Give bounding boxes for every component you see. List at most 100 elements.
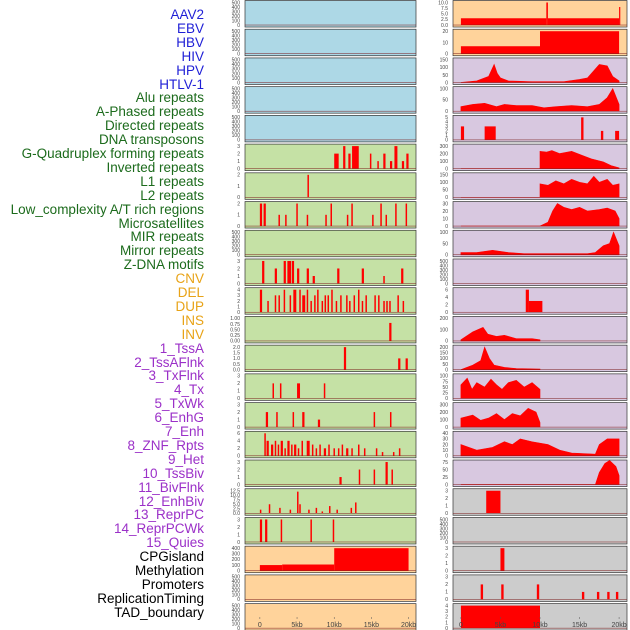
y-tick-label: 2 <box>445 129 448 135</box>
y-tick-label: 1 <box>237 389 240 395</box>
track-panel: 0.02.55.07.510.012.5 <box>230 488 417 517</box>
signal-bar <box>460 46 540 54</box>
signal-bar <box>389 412 392 428</box>
signal-bar <box>343 146 346 169</box>
y-tick-label: 50 <box>442 188 448 194</box>
y-tick-label: 100 <box>232 248 241 254</box>
y-tick-label: 1 <box>237 417 240 423</box>
y-tick-label: 1 <box>237 213 240 219</box>
y-tick-label: 1.5 <box>233 351 240 357</box>
signal-bar <box>267 300 269 313</box>
y-tick-label: 25 <box>442 475 448 481</box>
y-tick-label: 2 <box>237 201 240 207</box>
row-label: 8_ZNF_Rpts <box>127 437 204 453</box>
signal-bar <box>268 504 271 514</box>
y-tick-label: 0 <box>445 109 448 115</box>
y-tick-label: 100 <box>440 374 449 380</box>
y-tick-label: 200 <box>232 588 241 594</box>
y-tick-label: 0 <box>445 138 448 144</box>
signal-bar <box>389 322 392 341</box>
y-tick-label: 0 <box>445 511 448 517</box>
signal-bar <box>460 605 540 629</box>
signal-bar <box>386 300 388 313</box>
y-tick-label: 50 <box>442 98 448 104</box>
signal-bar <box>265 412 269 428</box>
signal-bar <box>346 295 348 313</box>
signal-bar <box>319 444 321 456</box>
y-tick-label: 200 <box>232 100 241 106</box>
signal-bar <box>282 564 335 571</box>
signal-bar <box>341 444 344 456</box>
signal-bar <box>484 126 496 140</box>
y-tick-label: 300 <box>232 239 241 245</box>
signal-bar <box>297 448 300 456</box>
track-panel: 01 23 <box>445 488 628 517</box>
y-tick-label: 100 <box>440 277 449 283</box>
signal-bar <box>278 295 280 313</box>
signal-bar <box>600 130 604 140</box>
signal-bar <box>296 203 298 227</box>
signal-bar <box>389 300 391 313</box>
y-tick-label: 100 <box>232 47 241 53</box>
track-panel: 0 100 200 <box>440 316 628 345</box>
y-tick-label: 10.0 <box>438 0 448 6</box>
signal-bar <box>317 289 319 313</box>
y-tick-label: 3 <box>445 609 448 615</box>
y-tick-label: 4 <box>237 288 240 294</box>
y-tick-label: 200 <box>232 14 241 20</box>
row-label: CPGisland <box>139 549 204 565</box>
signal-bar <box>397 295 399 313</box>
signal-area <box>460 377 541 399</box>
signal-bar <box>332 519 335 542</box>
y-tick-label: 1.0 <box>233 356 240 362</box>
signal-bar <box>375 448 378 456</box>
y-tick-label: 500 <box>232 230 241 236</box>
y-tick-label: 0 <box>237 569 240 575</box>
track-panel: 0 10 20 <box>442 28 628 58</box>
y-tick-label: 1 <box>237 532 240 538</box>
row-label: 10_TssBiv <box>142 465 204 481</box>
signal-bar <box>274 268 277 284</box>
signal-bar <box>259 289 263 313</box>
signal-bar <box>385 462 388 485</box>
signal-bar <box>358 289 360 313</box>
row-label: Methylation <box>134 563 204 578</box>
y-tick-label: 5 <box>445 115 448 121</box>
signal-bar <box>265 519 268 542</box>
signal-bar <box>392 452 395 456</box>
signal-bar <box>349 300 351 313</box>
y-tick-label: 30 <box>442 437 448 443</box>
signal-bar <box>291 444 293 456</box>
row-label: Alu repeats <box>135 90 204 106</box>
row-label: Z-DNA motifs <box>123 257 204 273</box>
y-tick-label: 0 <box>445 367 448 373</box>
signal-bar <box>346 448 349 456</box>
signal-area <box>460 203 620 227</box>
signal-area <box>460 438 620 457</box>
y-tick-label: 500 <box>440 517 449 523</box>
row-label: HPV <box>176 62 204 78</box>
y-tick-label: 3 <box>445 546 448 552</box>
signal-area <box>460 346 541 370</box>
signal-bar <box>280 440 283 456</box>
signal-bar <box>607 591 610 600</box>
y-tick-label: 50 <box>442 467 448 473</box>
y-tick-label: 0 <box>237 166 240 172</box>
signal-bar <box>274 440 277 456</box>
track-panel: 0 24 6 <box>237 430 417 460</box>
track-panel: 01 23 <box>237 258 417 287</box>
y-tick-label: 0.0 <box>233 511 240 517</box>
signal-bar <box>337 448 340 456</box>
signal-bar <box>324 295 327 313</box>
signal-bar <box>378 295 380 313</box>
panel-background <box>244 459 417 487</box>
track-panel: 0.000.250.500.751.00 <box>230 316 417 345</box>
panel-background <box>452 115 628 143</box>
signal-bar <box>283 260 286 284</box>
y-tick-label: 0 <box>237 310 240 316</box>
y-tick-label: 0 <box>445 195 448 201</box>
track-panel: 01 23 <box>237 459 417 488</box>
